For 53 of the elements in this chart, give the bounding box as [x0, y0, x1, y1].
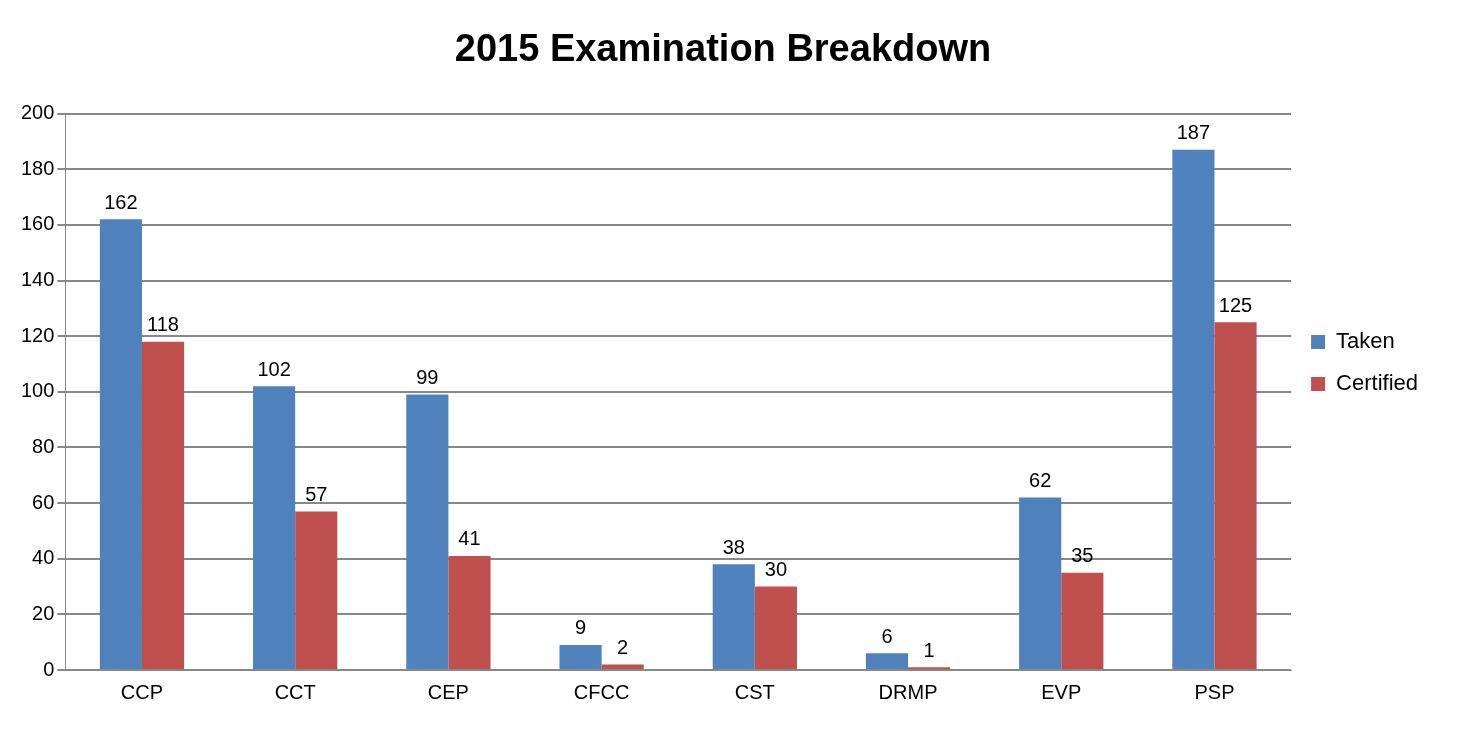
data-label: 9 — [574, 616, 587, 639]
bar — [1214, 322, 1257, 669]
bar — [448, 555, 491, 669]
data-label: 118 — [147, 313, 179, 336]
bar — [406, 394, 449, 669]
data-label: 162 — [104, 190, 138, 213]
y-tick-label: 60 — [32, 490, 55, 513]
bar — [1172, 149, 1215, 669]
chart-title: 2015 Examination Breakdown — [454, 27, 992, 70]
legend-label: Certified — [1336, 370, 1418, 396]
bar — [754, 586, 797, 669]
bar — [601, 664, 644, 669]
bar — [141, 341, 185, 669]
x-tick-label: DRMP — [878, 680, 938, 703]
bar — [712, 564, 755, 669]
x-tick-label: CST — [734, 680, 775, 703]
data-label: 1 — [923, 638, 935, 661]
x-tick-label: CCP — [120, 680, 164, 703]
data-label: 62 — [1029, 469, 1052, 492]
y-tick-label: 40 — [32, 546, 55, 569]
data-label: 99 — [416, 366, 439, 389]
bar — [99, 219, 142, 669]
y-tick-label: 160 — [20, 212, 55, 235]
x-tick-label: PSP — [1194, 680, 1235, 703]
y-tick-label: 180 — [20, 156, 55, 179]
legend-label: Taken — [1336, 328, 1395, 354]
data-label: 102 — [257, 357, 291, 380]
data-label: 2 — [617, 635, 629, 658]
x-tick-label: CEP — [427, 680, 469, 703]
y-tick-label: 100 — [20, 379, 55, 402]
data-label: 125 — [1218, 293, 1253, 316]
data-label: 38 — [722, 535, 745, 558]
data-label: 6 — [881, 624, 893, 647]
x-tick-label: EVP — [1041, 680, 1082, 703]
x-tick-label: CFCC — [573, 680, 630, 703]
data-label: 35 — [1071, 544, 1094, 567]
data-label: 57 — [305, 482, 328, 505]
bar — [253, 386, 296, 669]
data-label: 30 — [764, 558, 788, 581]
bar — [295, 511, 338, 669]
bar — [559, 644, 602, 669]
y-tick-label: 120 — [20, 323, 55, 346]
bar — [1061, 572, 1104, 669]
x-tick-label: CCT — [274, 680, 316, 703]
bar — [1019, 497, 1062, 669]
data-label: 187 — [1176, 121, 1211, 144]
y-tick-label: 0 — [43, 657, 55, 680]
y-tick-label: 20 — [32, 601, 55, 624]
y-tick-label: 200 — [20, 101, 55, 124]
bar — [865, 653, 909, 669]
data-label: 41 — [458, 527, 481, 550]
y-tick-label: 140 — [20, 268, 55, 291]
y-tick-label: 80 — [32, 434, 55, 457]
